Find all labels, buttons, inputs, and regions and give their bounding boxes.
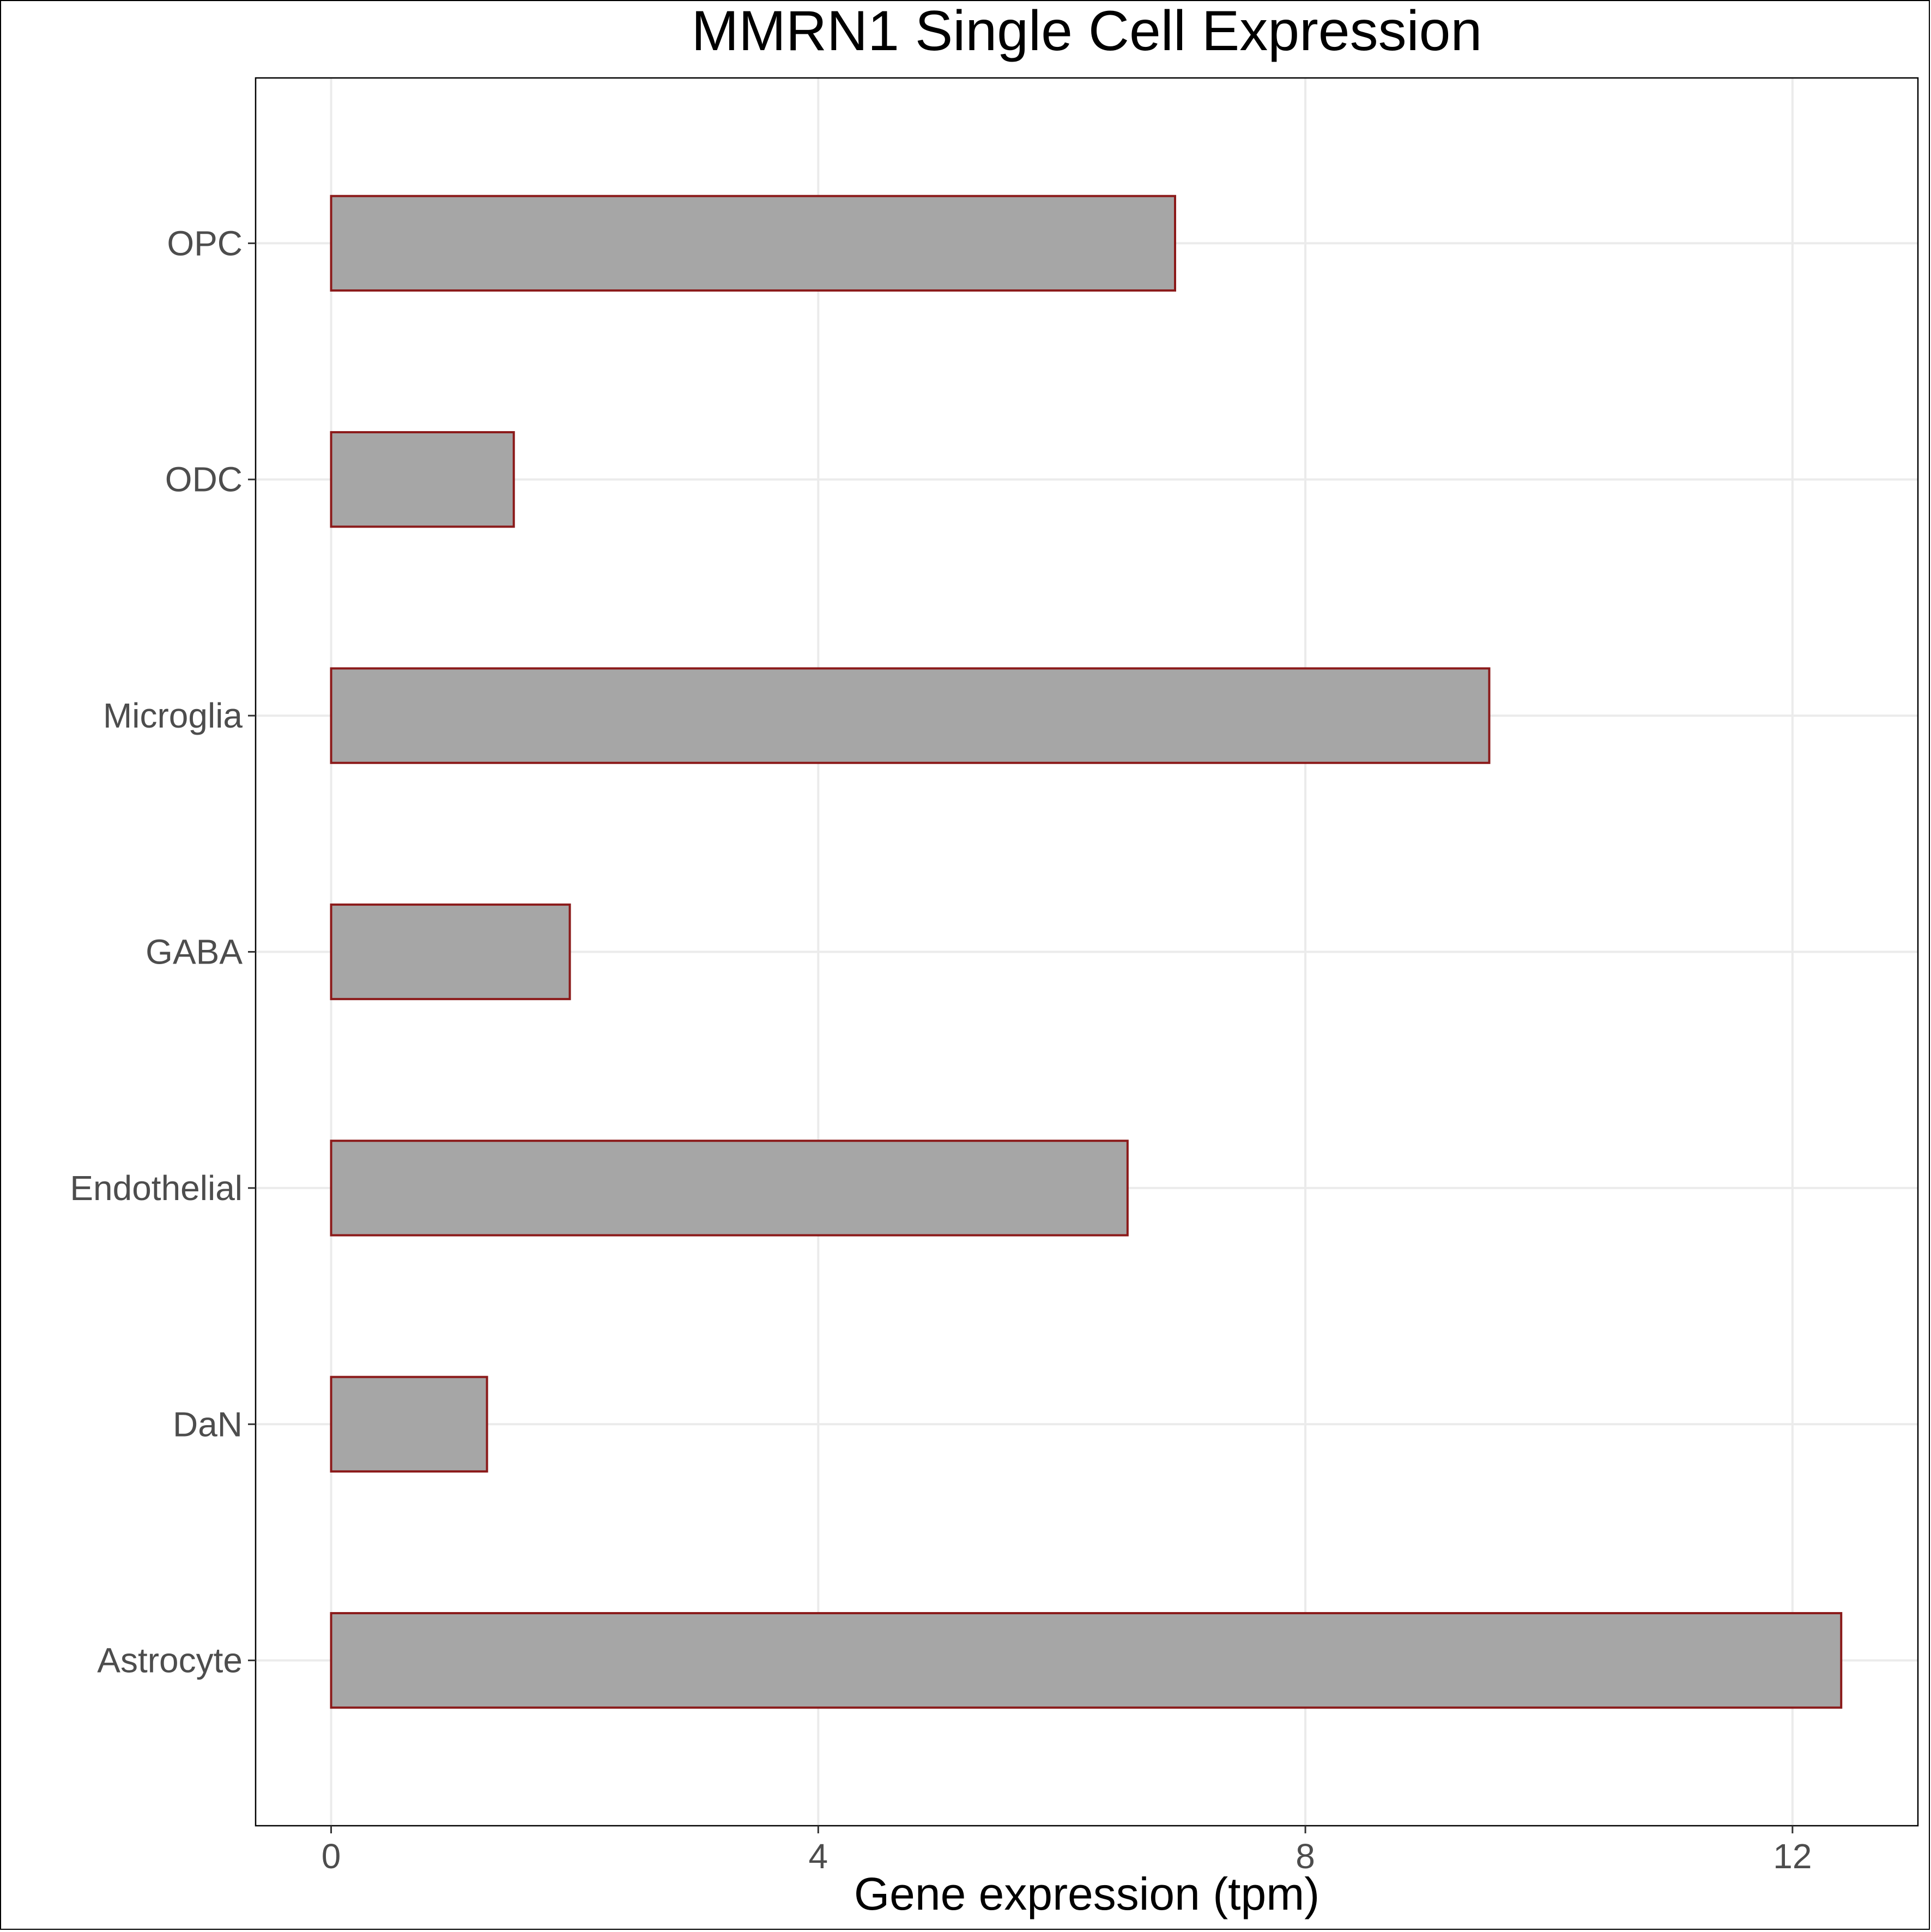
bar-microglia xyxy=(330,667,1491,764)
y-tick-label: ODC xyxy=(165,460,243,499)
y-tick-label: Astrocyte xyxy=(97,1641,243,1680)
y-tick-label: Endothelial xyxy=(70,1168,243,1208)
bar-astrocyte xyxy=(330,1612,1843,1709)
x-axis-title: Gene expression (tpm) xyxy=(854,1868,1319,1919)
bar-gaba xyxy=(330,903,571,1001)
x-axis: 0 4 8 12 xyxy=(322,1826,1812,1876)
y-tick-label: DaN xyxy=(173,1404,243,1444)
x-tick-label: 12 xyxy=(1773,1837,1812,1876)
y-tick-label: Microglia xyxy=(103,696,243,735)
chart-title: MMRN1 Single Cell Expression xyxy=(692,1,1482,63)
bar-endothelial xyxy=(330,1140,1129,1237)
y-tick-label: GABA xyxy=(146,932,243,972)
x-tick-label: 8 xyxy=(1296,1837,1315,1876)
x-tick-label: 0 xyxy=(322,1837,341,1876)
bar-dan xyxy=(330,1376,488,1473)
y-tick-label: OPC xyxy=(167,223,243,263)
bar-odc xyxy=(330,431,515,528)
bars xyxy=(330,195,1843,1709)
y-axis: Astrocyte DaN Endothelial GABA Microglia ODC O… xyxy=(70,223,256,1680)
bar-opc xyxy=(330,195,1176,292)
x-tick-label: 4 xyxy=(809,1837,828,1876)
